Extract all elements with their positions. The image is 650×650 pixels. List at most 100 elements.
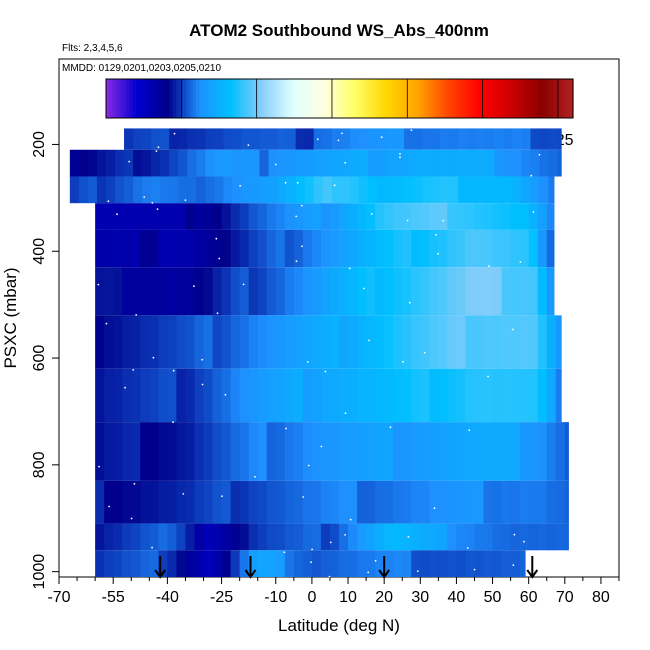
heatmap-cell <box>113 267 123 316</box>
colorbar-segment <box>412 79 417 118</box>
heatmap-cell <box>438 550 448 577</box>
sample-dot <box>135 314 138 316</box>
heatmap-cell <box>95 422 105 481</box>
heatmap-cell <box>367 176 378 204</box>
heatmap-cell <box>167 368 177 423</box>
heatmap-cell <box>248 203 259 230</box>
colorbar-segment <box>249 79 254 118</box>
heatmap-cell <box>122 523 132 551</box>
heatmap-cell <box>221 523 232 551</box>
heatmap-cell <box>95 203 105 230</box>
heatmap-cell <box>140 229 150 268</box>
heatmap-cell <box>104 315 114 369</box>
heatmap-cell <box>302 422 313 481</box>
heatmap-cell <box>339 422 349 481</box>
heatmap-cell <box>420 550 430 577</box>
heatmap-cell <box>167 267 177 316</box>
sample-dot <box>344 412 347 414</box>
heatmap-cell <box>465 550 475 577</box>
heatmap-cell <box>329 267 340 316</box>
heatmap-cell <box>302 523 313 551</box>
heatmap-cell <box>257 315 268 369</box>
heatmap-cell <box>485 176 495 204</box>
heatmap-cell <box>384 422 394 481</box>
colorbar-segment <box>552 79 557 118</box>
heatmap-cell <box>537 480 548 524</box>
colorbar-segment <box>222 79 227 118</box>
heatmap-cell <box>393 203 403 230</box>
heatmap-cell <box>284 523 295 551</box>
heatmap-cell <box>284 267 295 316</box>
heatmap-cell <box>329 422 340 481</box>
sample-dot <box>274 163 277 166</box>
sample-dot <box>156 208 159 211</box>
heatmap-cell <box>221 480 232 524</box>
heatmap-cell <box>564 480 569 524</box>
heatmap-cell <box>402 523 412 551</box>
heatmap-cell <box>185 267 195 316</box>
heatmap-cell <box>358 176 369 204</box>
colorbar-segment <box>376 79 381 118</box>
heatmap-cell <box>465 523 475 551</box>
y-tick-label: 800 <box>31 451 48 478</box>
heatmap-cell <box>185 523 195 551</box>
heatmap-cell <box>158 422 168 481</box>
heatmap-cell <box>447 267 457 316</box>
heatmap-cell <box>293 203 304 230</box>
heatmap-cell <box>519 229 530 268</box>
heatmap-cell <box>266 368 277 423</box>
heatmap-cell <box>205 128 215 150</box>
heatmap-cell <box>311 523 322 551</box>
heatmap-cell <box>376 176 387 204</box>
heatmap-cell <box>185 480 195 524</box>
heatmap-cell <box>160 128 170 150</box>
heatmap-cell <box>87 176 98 204</box>
colorbar-segment <box>219 79 224 118</box>
heatmap-cell <box>438 267 448 316</box>
heatmap-cell <box>429 229 439 268</box>
heatmap-cell <box>456 203 466 230</box>
heatmap-cell <box>176 550 186 577</box>
heatmap-cell <box>528 368 539 423</box>
heatmap-cell <box>348 267 358 316</box>
heatmap-cell <box>95 229 105 268</box>
colorbar-segment <box>142 79 147 118</box>
heatmap-cell <box>223 149 233 177</box>
x-tick-label: -40 <box>156 589 179 606</box>
heatmap-cell <box>250 176 261 204</box>
heatmap-cell <box>494 128 504 150</box>
heatmap-cell <box>284 550 295 577</box>
heatmap-cell <box>384 267 394 316</box>
heatmap-cell <box>395 128 405 150</box>
heatmap-cell <box>501 368 512 423</box>
heatmap-cell <box>239 550 250 577</box>
heatmap-cell <box>393 315 403 369</box>
heatmap-cell <box>494 149 504 177</box>
heatmap-cell <box>483 315 494 369</box>
heatmap-cell <box>546 422 557 481</box>
heatmap-cell <box>492 203 503 230</box>
sample-dot <box>532 211 535 213</box>
heatmap-cell <box>293 523 304 551</box>
heatmap-cell <box>375 203 385 230</box>
heatmap-cell <box>413 149 423 177</box>
heatmap-cell <box>357 229 367 268</box>
colorbar-segment <box>136 79 140 118</box>
heatmap-cell <box>212 480 223 524</box>
heatmap-cell <box>322 176 333 204</box>
x-axis: -70 -55 -40 -25 -10 0 10 20 30 40 50 60 70 80 <box>47 577 620 606</box>
heatmap-cell <box>348 229 358 268</box>
heatmap-cell <box>115 149 125 177</box>
heatmap-cell <box>122 229 132 268</box>
colorbar-segment <box>272 79 277 118</box>
heatmap-cell <box>329 315 340 369</box>
colorbar-segment <box>269 79 274 118</box>
heatmap-cell <box>302 229 313 268</box>
colorbar-segment <box>352 79 357 118</box>
heatmap-cell <box>411 229 421 268</box>
heatmap-cell <box>151 128 161 150</box>
heatmap-cell <box>349 149 360 177</box>
heatmap-cell <box>140 368 150 423</box>
heatmap-cell <box>537 315 548 369</box>
colorbar-segment <box>546 79 551 118</box>
